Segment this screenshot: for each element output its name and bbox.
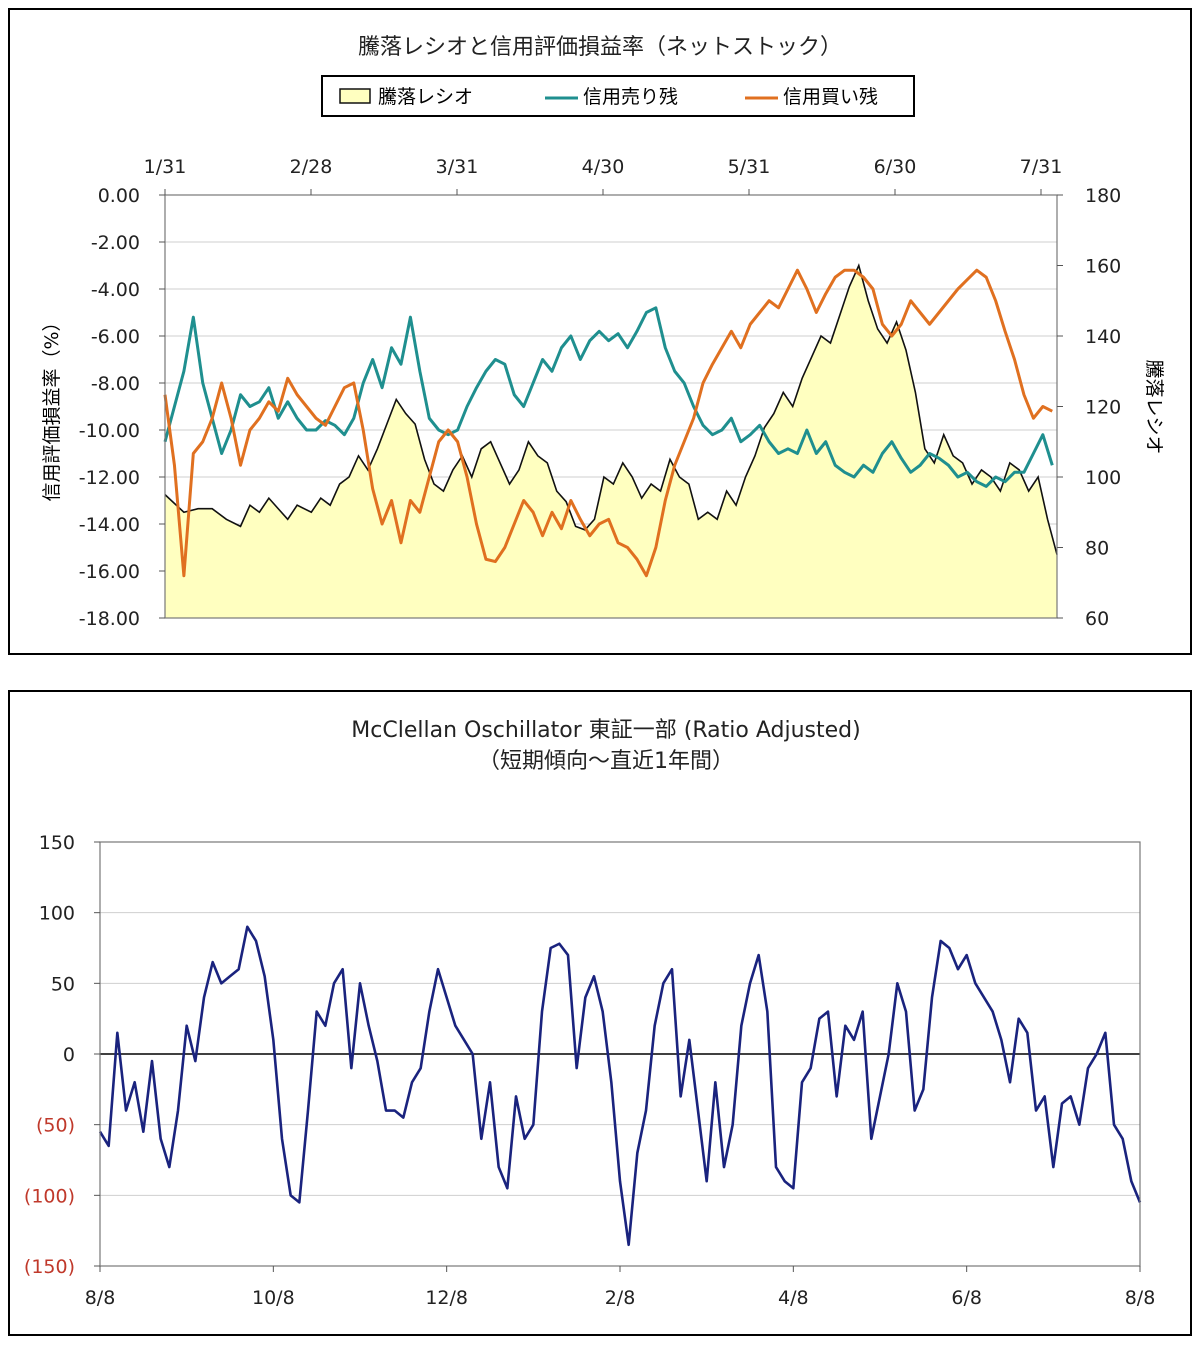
x-axis-ticks: 1/31 2/28 3/31 4/30 5/31 6/30 7/31 bbox=[144, 156, 1063, 195]
y-right-ticks: 180 160 140 120 100 80 60 bbox=[1057, 185, 1121, 630]
x-axis-ticks: 8/8 10/8 12/8 2/8 4/8 6/8 8/8 bbox=[85, 1266, 1156, 1309]
x-tick-label: 10/8 bbox=[252, 1287, 295, 1309]
y-left-tick-label: -6.00 bbox=[91, 326, 140, 348]
x-tick-label: 6/8 bbox=[951, 1287, 982, 1309]
x-tick-label: 2/28 bbox=[290, 156, 333, 178]
series-lines bbox=[163, 268, 1054, 578]
x-tick-label: 4/30 bbox=[582, 156, 625, 178]
y-right-tick-label: 60 bbox=[1085, 608, 1109, 630]
y-right-tick-label: 80 bbox=[1085, 538, 1109, 560]
x-tick-label: 3/31 bbox=[436, 156, 479, 178]
y-left-tick-label: -10.00 bbox=[79, 420, 140, 442]
y-tick-label: 50 bbox=[51, 973, 75, 995]
x-tick-label: 5/31 bbox=[728, 156, 771, 178]
y-right-axis-label: 騰落レシオ bbox=[1143, 359, 1165, 454]
y-left-tick-label: -2.00 bbox=[91, 232, 140, 254]
legend-label-long: 信用買い残 bbox=[783, 86, 878, 108]
legend-swatch-area bbox=[339, 88, 371, 104]
chart-title: McClellan Oschillator 東証一部 (Ratio Adjust… bbox=[351, 718, 860, 743]
y-left-tick-label: 0.00 bbox=[98, 185, 140, 207]
mcclellan-chart-panel: McClellan Oschillator 東証一部 (Ratio Adjust… bbox=[8, 690, 1192, 1336]
grid bbox=[100, 912, 1140, 1196]
x-tick-label: 12/8 bbox=[425, 1287, 468, 1309]
y-left-tick-label: -12.00 bbox=[79, 467, 140, 489]
y-left-tick-label: -8.00 bbox=[91, 373, 140, 395]
series-area-fill bbox=[165, 265, 1057, 618]
y-right-tick-label: 180 bbox=[1085, 185, 1121, 207]
y-tick-label: 0 bbox=[63, 1044, 75, 1066]
legend-box bbox=[321, 75, 915, 117]
y-right-tick-label: 160 bbox=[1085, 256, 1121, 278]
legend-label-short: 信用売り残 bbox=[583, 86, 678, 108]
x-tick-label: 8/8 bbox=[1125, 1287, 1156, 1309]
chart-subtitle: （短期傾向～直近1年間） bbox=[478, 749, 734, 774]
y-left-tick-label: -14.00 bbox=[79, 514, 140, 536]
oscillator-line bbox=[98, 925, 1142, 1247]
y-tick-label: (150) bbox=[24, 1256, 75, 1278]
series-line-short bbox=[163, 306, 1054, 488]
chart-title: 騰落レシオと信用評価損益率（ネットストック） bbox=[358, 35, 842, 60]
x-tick-label: 8/8 bbox=[85, 1287, 116, 1309]
x-tick-label: 1/31 bbox=[144, 156, 187, 178]
x-tick-label: 6/30 bbox=[874, 156, 917, 178]
series-lines bbox=[98, 925, 1142, 1247]
y-tick-label: (50) bbox=[36, 1115, 75, 1137]
x-tick-label: 2/8 bbox=[605, 1287, 636, 1309]
y-left-tick-label: -16.00 bbox=[79, 561, 140, 583]
credit-chart-svg: 騰落レシオと信用評価損益率（ネットストック） 騰落レシオ 信用売り残 信用買い残… bbox=[41, 35, 1165, 630]
mcclellan-chart-svg: McClellan Oschillator 東証一部 (Ratio Adjust… bbox=[24, 718, 1156, 1309]
credit-chart-panel: 騰落レシオと信用評価損益率（ネットストック） 騰落レシオ 信用売り残 信用買い残… bbox=[8, 8, 1192, 655]
y-left-tick-label: -18.00 bbox=[79, 608, 140, 630]
y-tick-label: (100) bbox=[24, 1185, 75, 1207]
legend: 騰落レシオ 信用売り残 信用買い残 bbox=[321, 75, 915, 117]
legend-label-ratio: 騰落レシオ bbox=[378, 86, 473, 108]
x-tick-label: 7/31 bbox=[1020, 156, 1063, 178]
y-right-tick-label: 140 bbox=[1085, 326, 1121, 348]
y-left-tick-label: -4.00 bbox=[91, 279, 140, 301]
y-left-ticks: 0.00 -2.00 -4.00 -6.00 -8.00 -10.00 -12.00 -14.… bbox=[79, 185, 165, 630]
series-line-long bbox=[163, 268, 1053, 578]
x-tick-label: 4/8 bbox=[778, 1287, 809, 1309]
y-right-tick-label: 120 bbox=[1085, 397, 1121, 419]
y-tick-label: 100 bbox=[39, 903, 75, 925]
y-left-axis-label: 信用評価損益率（%） bbox=[41, 312, 63, 501]
y-right-tick-label: 100 bbox=[1085, 467, 1121, 489]
series-area-outline bbox=[164, 263, 1058, 555]
ratio-area bbox=[164, 263, 1058, 618]
y-axis-ticks: 150 100 50 0 (50) (100) (150) bbox=[24, 832, 100, 1278]
y-tick-label: 150 bbox=[39, 832, 75, 854]
